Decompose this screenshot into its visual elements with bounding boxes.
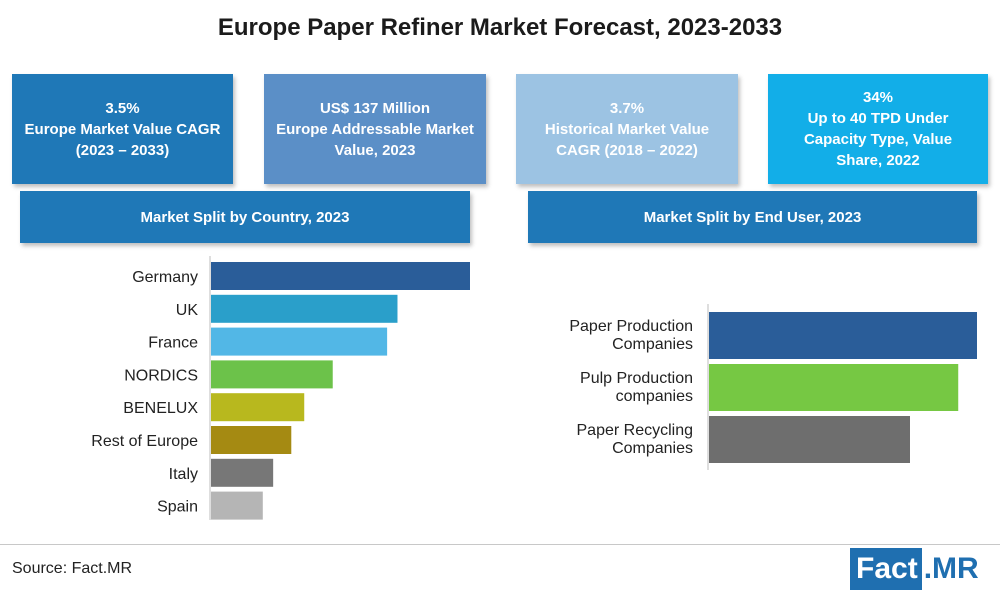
enduser-label: Paper Production Companies: [569, 318, 693, 353]
enduser-bar: [709, 416, 910, 463]
kpi-label: Europe Market Value CAGR: [24, 120, 221, 138]
kpi-period: (2023 – 2033): [75, 141, 170, 159]
enduser-label: Paper Recycling Companies: [577, 422, 694, 457]
country-label: Spain: [157, 499, 198, 516]
logo-fact: Fact: [850, 548, 922, 590]
enduser-bar: [709, 312, 977, 359]
enduser-bar: [709, 364, 959, 411]
kpi-card-cagr: 3.5% Europe Market Value CAGR (2023 – 20…: [12, 74, 233, 184]
kpi-card-capacity-share: 34% Up to 40 TPD Under Capacity Type, Va…: [768, 74, 988, 184]
source-note: Source: Fact.MR: [12, 560, 133, 577]
country-label: France: [148, 335, 198, 352]
country-bar: [211, 327, 388, 356]
country-split-banner: Market Split by Country, 2023: [20, 191, 470, 243]
kpi-period: CAGR (2018 – 2022): [556, 141, 698, 159]
kpi-label: Europe Addressable Market: [276, 120, 474, 138]
kpi-card-market-value: US$ 137 Million Europe Addressable Marke…: [264, 74, 486, 184]
country-label: NORDICS: [124, 367, 198, 384]
enduser-bar-chart: Paper Production Companies Pulp Production…: [569, 304, 977, 470]
country-label: Germany: [132, 269, 198, 286]
logo-mr: .MR: [923, 552, 979, 585]
factmr-logo: Fact .MR: [850, 548, 988, 590]
country-label: Italy: [169, 466, 198, 483]
kpi-value: 34%: [862, 89, 894, 106]
kpi-value: 3.5%: [105, 99, 140, 117]
enduser-split-banner: Market Split by End User, 2023: [528, 191, 977, 243]
kpi-label: Historical Market Value: [544, 120, 710, 138]
country-bar: [211, 294, 398, 323]
country-bar: [211, 491, 263, 520]
country-label: Rest of Europe: [91, 433, 198, 450]
kpi-label-2: Capacity Type, Value: [803, 131, 953, 148]
kpi-card-historical-cagr: 3.7% Historical Market Value CAGR (2018 …: [516, 74, 738, 184]
enduser-label: Pulp Production companies: [580, 370, 693, 405]
country-bar: [211, 458, 274, 487]
kpi-period: Share, 2022: [836, 152, 920, 169]
country-label: BENELUX: [123, 400, 198, 417]
footer-divider: [0, 544, 1000, 545]
kpi-period: Value, 2023: [334, 141, 416, 159]
kpi-value: US$ 137 Million: [319, 99, 431, 117]
country-bar: [211, 393, 305, 422]
country-label: UK: [176, 302, 199, 319]
kpi-value: 3.7%: [609, 99, 645, 117]
page-title: Europe Paper Refiner Market Forecast, 20…: [217, 14, 783, 41]
country-bar: [211, 426, 292, 454]
country-bar: [211, 360, 333, 389]
country-bar: [211, 262, 470, 290]
country-bar-chart: Germany UK France NORDICS BENELUX Rest of Eur…: [91, 256, 470, 520]
kpi-label: Up to 40 TPD Under: [807, 110, 949, 127]
